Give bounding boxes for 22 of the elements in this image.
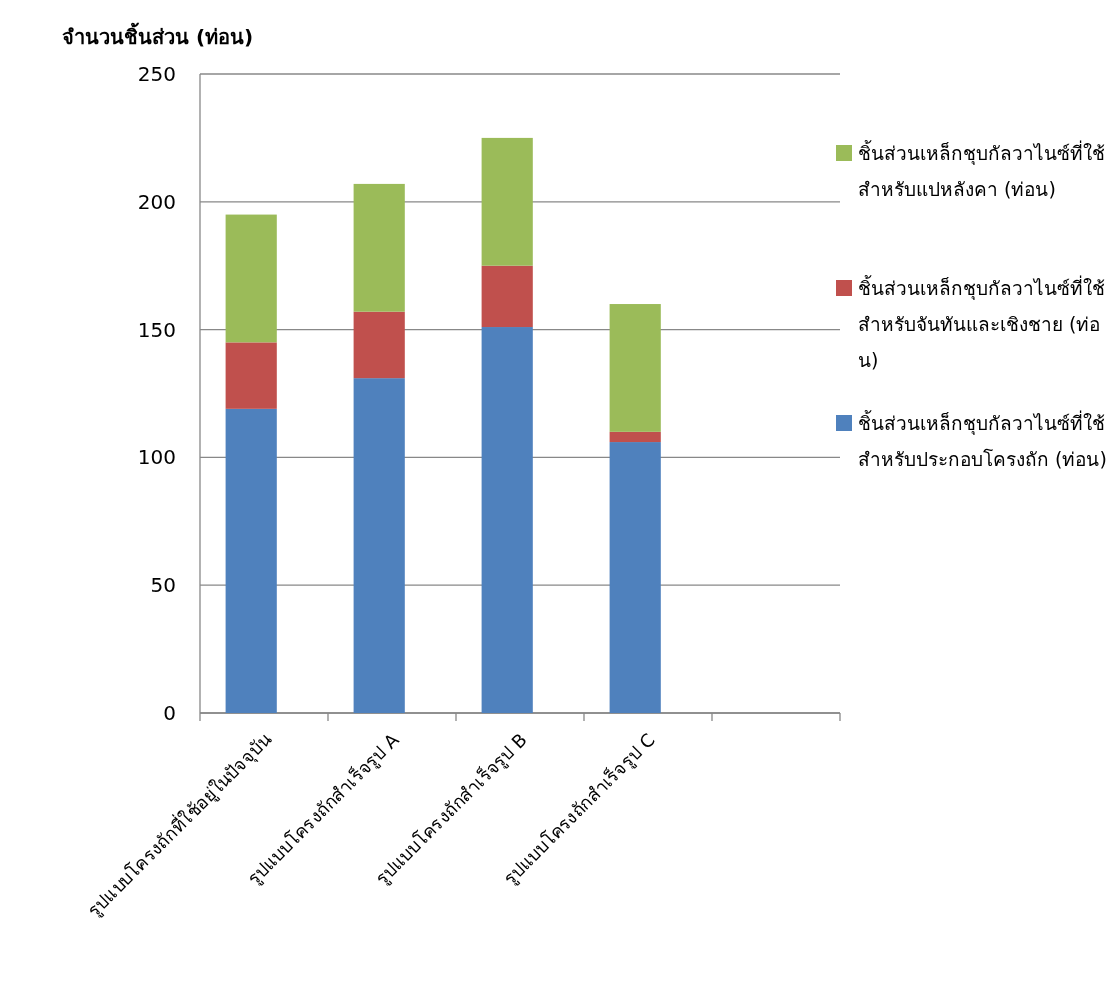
bar: [225, 214, 277, 343]
legend-label: ชิ้นส่วนเหล็กชุบกัลวาไนซ์ที่ใช้สำหรับจันทันและเชิงชาย (ท่อน): [858, 275, 1105, 371]
bar: [481, 137, 533, 266]
y-tick-label: 100: [137, 445, 176, 470]
bar: [609, 431, 661, 443]
y-tick-label: 150: [137, 317, 176, 342]
y-tick-label: 0: [163, 701, 176, 725]
bar: [481, 265, 533, 328]
legend-label: ชิ้นส่วนเหล็กชุบกัลวาไนซ์ที่ใช้สำหรับประกอบโครงถัก (ท่อน): [858, 410, 1107, 470]
legend-label: ชิ้นส่วนเหล็กชุบกัลวาไนซ์ที่ใช้สำหรับแปหลังคา (ท่อน): [858, 140, 1105, 200]
bar: [225, 408, 277, 713]
bar: [353, 311, 405, 379]
bar: [353, 183, 405, 312]
y-tick-label: 50: [150, 573, 176, 598]
bar: [481, 327, 533, 713]
y-axis-title: จำนวนชิ้นส่วน (ท่อน): [62, 22, 254, 49]
bar: [609, 442, 661, 713]
bar: [225, 342, 277, 409]
bar: [353, 378, 405, 713]
y-tick-label: 250: [137, 62, 176, 86]
bar: [609, 304, 661, 432]
y-tick-label: 200: [137, 189, 176, 214]
